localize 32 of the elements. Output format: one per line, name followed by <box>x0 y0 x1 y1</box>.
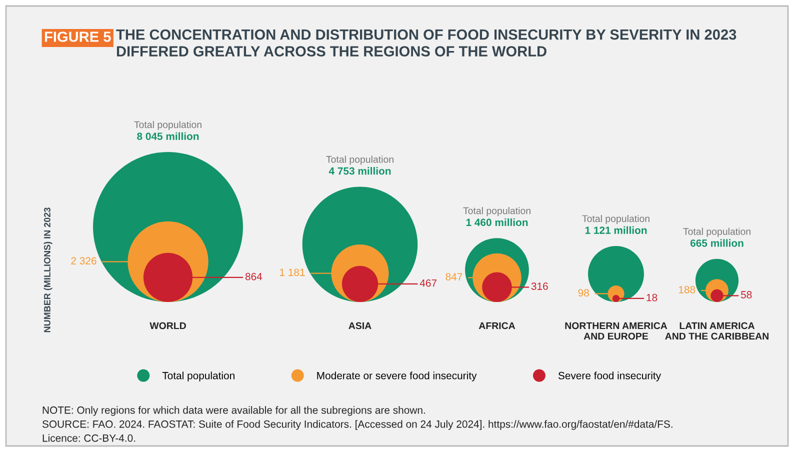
text: NOTE: Only regions for which data were available for all the subregions are shown. <box>42 406 425 416</box>
category-label: ASIA <box>348 322 372 330</box>
caption: FIGURE 5 <box>44 32 111 42</box>
text: Total population <box>582 214 650 224</box>
data-label: 864 <box>245 272 262 280</box>
data-label: 188 <box>678 286 696 294</box>
category-label: WORLD <box>150 322 186 330</box>
data-label: 98 <box>578 289 589 297</box>
text: Total population <box>134 120 202 130</box>
text: Total population <box>463 207 530 216</box>
data-label: 665 million <box>690 239 744 247</box>
data-label: 1 121 million <box>585 226 647 234</box>
data-label: 4 753 million <box>328 167 391 175</box>
data-label: 316 <box>531 282 548 290</box>
text: Total population <box>683 228 750 237</box>
category-label: AFRICA <box>478 322 516 330</box>
data-label: 1 460 million <box>466 218 528 226</box>
legend-label: Severe food insecurity <box>558 372 662 382</box>
data-label: 58 <box>740 291 752 298</box>
text: Licence: CC-BY-4.0. <box>42 434 136 442</box>
data-label: 1 181 <box>280 268 305 276</box>
source-note: SOURCE: FAO. 2024. FAOSTAT: Suite of Food Security Indicators. [Accessed on 24 July 2024]. https://www.fao.org/faostat/en/#data/FS. <box>42 420 672 430</box>
legend-label: Total population <box>162 372 234 382</box>
data-label: 18 <box>646 294 658 302</box>
text: THE CONCENTRATION AND DISTRIBUTION OF FOOD INSECURITY BY SEVERITY IN 2023 DIFFERED GREATLY ACROSS THE REGIONS OF THE WORLD <box>116 29 736 56</box>
data-label: 847 <box>446 273 462 280</box>
legend-label: Moderate or severe food insecurity <box>317 372 477 382</box>
data-label: 2 326 <box>71 257 96 264</box>
data-label: 8 045 million <box>137 132 199 140</box>
text: NUMBER (MILLIONS) IN 2023 <box>44 208 52 332</box>
data-label: 467 <box>420 279 436 287</box>
text: Total population <box>326 156 394 165</box>
